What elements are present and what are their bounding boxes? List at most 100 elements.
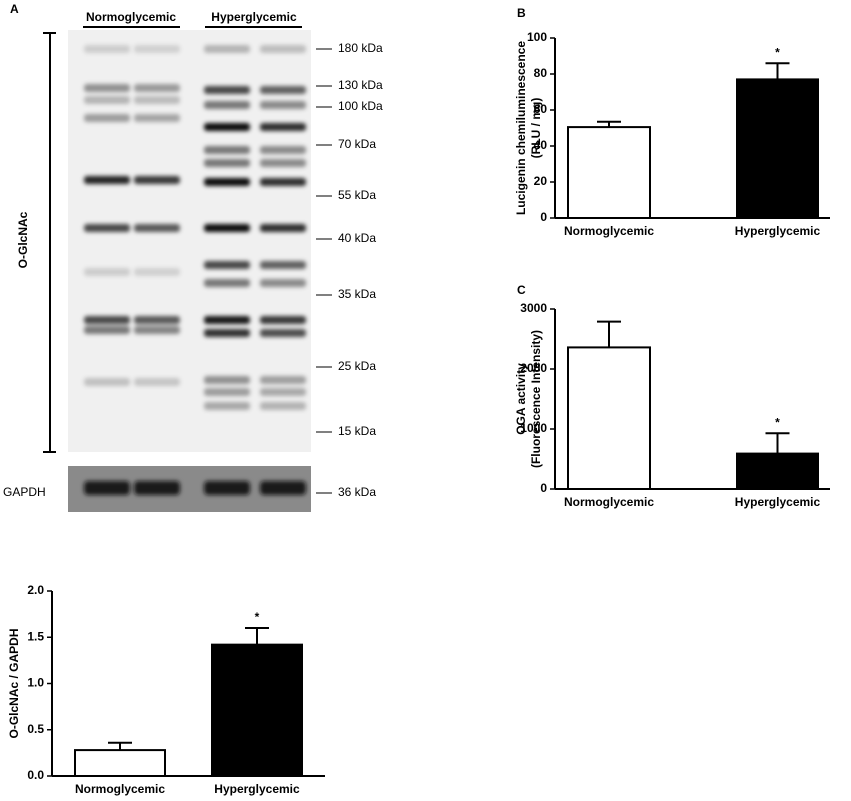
marker-label: 15 kDa <box>338 424 376 438</box>
band <box>204 146 250 154</box>
marker-label: 35 kDa <box>338 287 376 301</box>
error-bar <box>765 62 790 80</box>
marker-label: 25 kDa <box>338 359 376 373</box>
band <box>260 261 306 269</box>
group-label: Normoglycemic <box>86 10 176 24</box>
panel-label: A <box>10 2 19 16</box>
y-tick-label: 100 <box>527 30 547 44</box>
band <box>134 481 180 495</box>
band <box>204 159 250 167</box>
band <box>204 261 250 269</box>
y-axis-label: O-GlcNAc / GAPDH <box>7 628 21 738</box>
band <box>84 316 130 324</box>
band <box>204 376 250 384</box>
band <box>134 114 180 122</box>
panel-label: C <box>517 283 526 297</box>
bar <box>567 126 651 219</box>
band <box>260 329 306 337</box>
band <box>204 279 250 287</box>
x-tick-label: Hyperglycemic <box>735 495 821 509</box>
band <box>84 268 130 276</box>
y-tick-label: 40 <box>534 138 548 152</box>
band <box>260 45 306 53</box>
group-label: Hyperglycemic <box>211 10 297 24</box>
band <box>134 224 180 232</box>
error-bar <box>765 432 790 454</box>
band <box>134 84 180 92</box>
significance: * <box>255 610 260 624</box>
band <box>260 279 306 287</box>
y-tick-label: 0.5 <box>27 722 44 736</box>
blot-bands <box>84 45 306 495</box>
band <box>260 178 306 186</box>
band <box>84 96 130 104</box>
error-bar <box>245 627 269 645</box>
y-tick-label: 80 <box>534 66 548 80</box>
y-axis-label: Lucigenin chemiluminescence <box>514 41 528 215</box>
band <box>204 86 250 94</box>
band <box>134 45 180 53</box>
significance: * <box>775 45 780 59</box>
bar <box>211 643 303 778</box>
y-axis-label: (Fluorescence Intensity) <box>529 330 543 468</box>
error-bar <box>597 320 621 348</box>
band <box>260 376 306 384</box>
band <box>134 316 180 324</box>
x-tick-label: Normoglycemic <box>75 782 165 796</box>
band <box>204 45 250 53</box>
y-tick-label: 2.0 <box>27 583 44 597</box>
band <box>260 481 306 495</box>
band <box>260 159 306 167</box>
band <box>84 224 130 232</box>
band <box>204 481 250 495</box>
band <box>204 316 250 324</box>
band <box>204 402 250 410</box>
bar <box>736 78 819 220</box>
band <box>204 123 250 131</box>
band <box>204 224 250 232</box>
marker-label: 180 kDa <box>338 41 383 55</box>
error-bar <box>108 741 132 751</box>
x-tick-label: Normoglycemic <box>564 224 654 238</box>
band <box>84 176 130 184</box>
y-axis-label: (RLU / mg) <box>529 98 543 159</box>
marker-label: 130 kDa <box>338 78 383 92</box>
band <box>260 224 306 232</box>
y-tick-label: 2000 <box>520 361 547 375</box>
y-tick-label: 1.0 <box>27 676 44 690</box>
band <box>204 178 250 186</box>
y-tick-label: 20 <box>534 174 548 188</box>
band <box>134 96 180 104</box>
loading-label: GAPDH <box>3 485 46 499</box>
band <box>134 176 180 184</box>
x-tick-label: Hyperglycemic <box>735 224 821 238</box>
band <box>84 84 130 92</box>
band <box>134 326 180 334</box>
y-axis-label: OGA activity <box>514 363 528 435</box>
band <box>260 316 306 324</box>
y-tick-label: 60 <box>534 102 548 116</box>
target-label: O-GlcNAc <box>16 211 30 268</box>
marker-label: 55 kDa <box>338 188 376 202</box>
x-tick-label: Hyperglycemic <box>214 782 300 796</box>
band <box>260 86 306 94</box>
y-tick-label: 0 <box>540 210 547 224</box>
bar <box>567 346 651 490</box>
band <box>84 45 130 53</box>
band <box>84 114 130 122</box>
band <box>134 268 180 276</box>
y-tick-label: 1000 <box>520 421 547 435</box>
band <box>260 123 306 131</box>
band <box>84 326 130 334</box>
bar <box>74 749 166 777</box>
marker-label: 40 kDa <box>338 231 376 245</box>
y-tick-label: 1.5 <box>27 629 44 643</box>
bracket <box>43 32 56 453</box>
band <box>204 101 250 109</box>
marker-label: 70 kDa <box>338 137 376 151</box>
marker-label: 100 kDa <box>338 99 383 113</box>
band <box>260 402 306 410</box>
band <box>84 378 130 386</box>
band <box>260 146 306 154</box>
band <box>204 329 250 337</box>
